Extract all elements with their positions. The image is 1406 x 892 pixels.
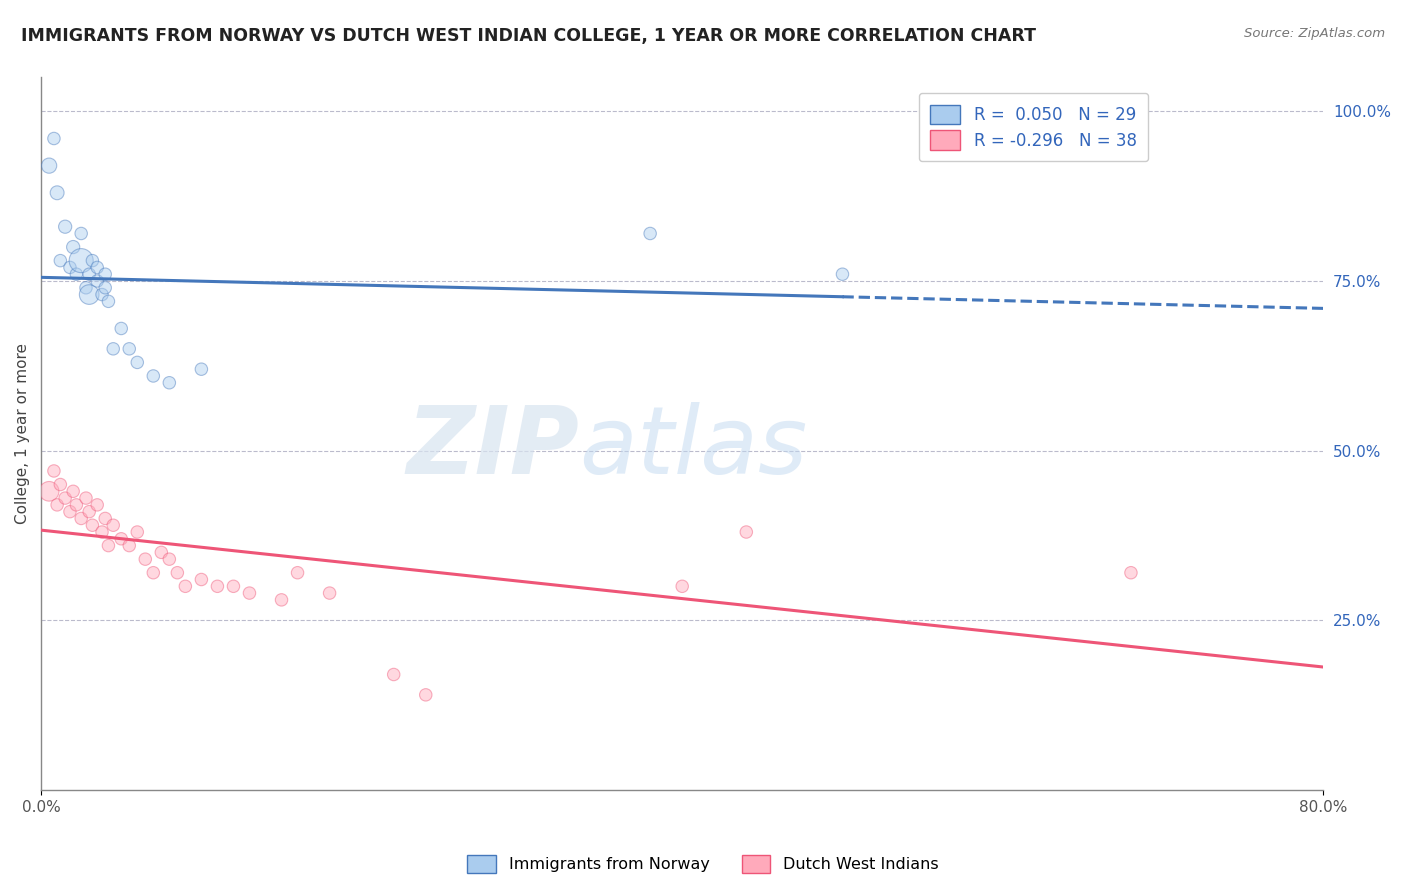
Point (94, 267, 117, 281)
Point (118, 342, 141, 356)
Point (62, 240, 84, 254)
Point (318, 586, 340, 600)
Point (94, 281, 117, 295)
Point (190, 362, 212, 376)
Point (382, 667, 405, 681)
Point (70, 227, 93, 241)
Point (207, 579, 229, 593)
Point (270, 592, 292, 607)
Point (238, 586, 260, 600)
Point (46, 186, 69, 200)
Point (110, 532, 132, 546)
Point (42, 131, 65, 145)
Point (103, 518, 125, 533)
Point (91, 524, 114, 539)
Point (638, 227, 661, 241)
Point (59, 505, 82, 519)
Point (82, 253, 104, 268)
Point (166, 566, 188, 580)
Point (75, 281, 97, 295)
Y-axis label: College, 1 year or more: College, 1 year or more (15, 343, 30, 524)
Point (70, 253, 93, 268)
Text: atlas: atlas (579, 402, 808, 493)
Point (134, 552, 156, 566)
Point (86, 260, 108, 275)
Point (77, 267, 100, 281)
Point (222, 579, 245, 593)
Point (53, 491, 76, 505)
Point (118, 539, 141, 553)
Point (735, 524, 758, 539)
Text: IMMIGRANTS FROM NORWAY VS DUTCH WEST INDIAN COLLEGE, 1 YEAR OR MORE CORRELATION : IMMIGRANTS FROM NORWAY VS DUTCH WEST IND… (21, 27, 1036, 45)
Point (65, 267, 87, 281)
Point (53, 219, 76, 234)
Point (42, 464, 65, 478)
Point (150, 545, 173, 559)
Point (142, 368, 165, 383)
Point (62, 484, 84, 499)
Point (49, 253, 72, 268)
Point (97, 539, 120, 553)
Point (38, 484, 60, 499)
Point (94, 511, 117, 525)
Point (415, 688, 437, 702)
Point (831, 267, 853, 281)
Point (77, 287, 100, 301)
Point (46, 498, 69, 512)
Legend: Immigrants from Norway, Dutch West Indians: Immigrants from Norway, Dutch West India… (461, 848, 945, 880)
Point (49, 477, 72, 491)
Point (82, 518, 104, 533)
Point (97, 294, 120, 309)
Point (127, 524, 149, 539)
Point (1119, 566, 1142, 580)
Point (65, 498, 87, 512)
Point (86, 498, 108, 512)
Point (157, 376, 180, 390)
Text: ZIP: ZIP (406, 402, 579, 494)
Legend: R =  0.050   N = 29, R = -0.296   N = 38: R = 0.050 N = 29, R = -0.296 N = 38 (918, 93, 1149, 161)
Point (157, 552, 180, 566)
Text: Source: ZipAtlas.com: Source: ZipAtlas.com (1244, 27, 1385, 40)
Point (59, 260, 82, 275)
Point (287, 566, 309, 580)
Point (91, 287, 114, 301)
Point (671, 579, 693, 593)
Point (127, 355, 149, 369)
Point (86, 274, 108, 288)
Point (77, 505, 100, 519)
Point (70, 511, 93, 525)
Point (75, 491, 97, 505)
Point (110, 321, 132, 335)
Point (190, 573, 212, 587)
Point (142, 566, 165, 580)
Point (174, 579, 197, 593)
Point (103, 342, 125, 356)
Point (38, 159, 60, 173)
